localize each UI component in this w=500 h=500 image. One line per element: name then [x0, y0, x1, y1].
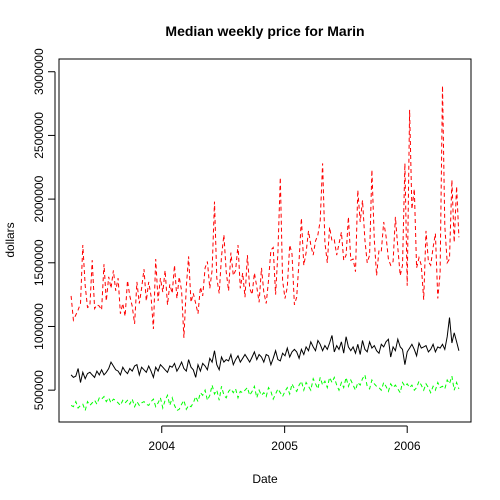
series-layer	[70, 85, 460, 413]
series-line-3	[70, 373, 460, 413]
y-tick-label: 1000000	[32, 303, 46, 350]
x-tick-label: 2004	[148, 439, 175, 453]
plot-area-frame	[58, 58, 472, 423]
y-tick-label: 1500000	[32, 239, 46, 286]
y-tick-label: 2500000	[32, 112, 46, 159]
y-tick-label: 3000000	[32, 48, 46, 95]
x-tick-label: 2006	[394, 439, 421, 453]
y-axis: 500000 1000000 1500000 2000000 2500000 300000…	[32, 48, 56, 410]
series-line-1	[70, 85, 460, 338]
x-axis: 2004 2005 2006	[148, 425, 421, 453]
x-tick-label: 2005	[271, 439, 298, 453]
x-axis-label: Date	[252, 472, 278, 486]
series-line-2	[70, 317, 460, 383]
y-axis-label: dollars	[3, 222, 17, 257]
y-tick-label: 2000000	[32, 175, 46, 222]
chart-title: Median weekly price for Marin	[165, 23, 364, 39]
y-tick-label: 500000	[32, 370, 46, 410]
